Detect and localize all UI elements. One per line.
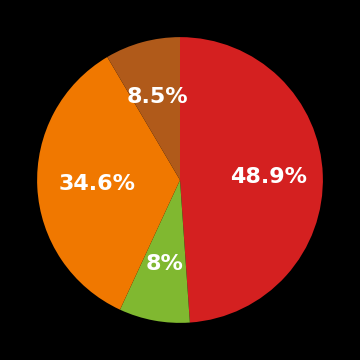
Text: 34.6%: 34.6%: [59, 174, 136, 194]
Text: 48.9%: 48.9%: [230, 167, 307, 187]
Text: 8%: 8%: [145, 254, 183, 274]
Text: 8.5%: 8.5%: [127, 87, 188, 107]
Wedge shape: [120, 180, 190, 323]
Wedge shape: [180, 37, 323, 323]
Wedge shape: [37, 57, 180, 310]
Wedge shape: [107, 37, 180, 180]
